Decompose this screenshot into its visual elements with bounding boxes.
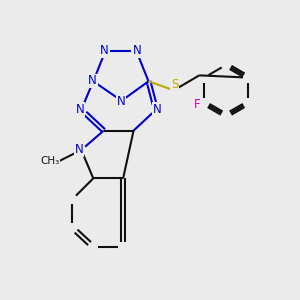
Text: S: S [171, 78, 178, 92]
Text: F: F [194, 98, 201, 111]
Text: N: N [88, 74, 97, 87]
Text: N: N [133, 44, 142, 57]
Text: N: N [76, 103, 84, 116]
Text: CH₃: CH₃ [40, 156, 60, 166]
Text: N: N [75, 143, 83, 156]
Text: N: N [117, 95, 125, 108]
Text: N: N [153, 103, 162, 116]
Text: N: N [100, 44, 109, 57]
